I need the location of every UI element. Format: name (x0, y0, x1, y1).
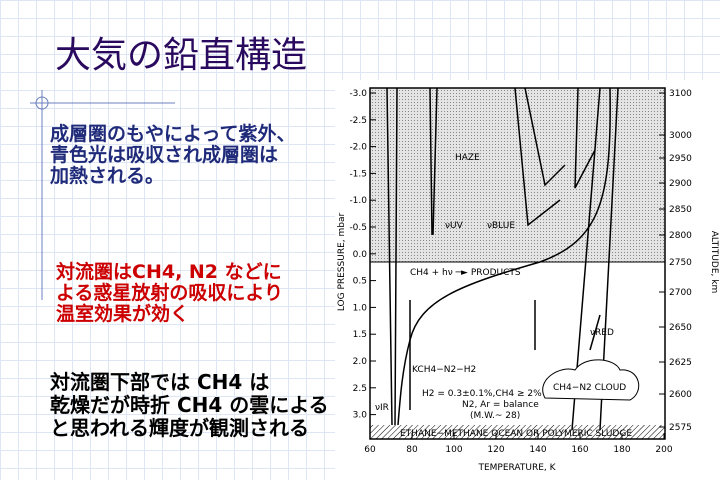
text-line: 成層圏のもやによって紫外、 (50, 123, 296, 145)
figure-label: νBLUE (487, 221, 515, 231)
y2-tick-label: 2750 (669, 258, 692, 268)
paragraph: 対流圏はCH4, N2 などに よる惑星放射の吸収により 温室効果が効く (56, 262, 283, 325)
y-tick-label: -1.0 (349, 196, 367, 206)
decor-circle (35, 96, 49, 110)
figure-label: CH4 + hν ─► PRODUCTS (410, 268, 521, 278)
figure-label: H2 = 0.3±0.1%,CH4 ≥ 2% (422, 389, 542, 399)
y2-tick-label: 2700 (669, 288, 692, 298)
x-axis-label: TEMPERATURE, K (477, 463, 556, 473)
y2-tick-label: 3000 (669, 131, 692, 141)
y-tick-label: 2.5 (353, 384, 367, 394)
figure-label: νUV (445, 221, 464, 231)
figure-label: HAZE (455, 153, 480, 163)
x-tick-label: 160 (571, 445, 588, 455)
y2-axis-label: ALTITUDE, km (709, 231, 719, 294)
text-line: 乾燥だが時折 CH4 の雲による (50, 393, 329, 417)
figure-label: CH4−N2 CLOUD (553, 383, 626, 393)
ocean-band (370, 425, 665, 439)
x-tick-label: 100 (445, 445, 462, 455)
y-tick-label: -3.0 (349, 89, 367, 99)
y-tick-label: 1.0 (353, 303, 368, 313)
y2-tick-label: 2625 (669, 358, 692, 368)
y-tick-label: -2.5 (349, 116, 367, 126)
x-tick-label: 60 (364, 445, 376, 455)
text-line: 加熱される。 (50, 165, 165, 187)
y-axis-label: LOG PRESSURE, mbar (337, 213, 347, 312)
figure-label: (M.W.~ 28) (470, 411, 520, 421)
y-tick-label: 2.0 (353, 357, 368, 367)
y2-tick-label: 2650 (669, 323, 692, 333)
text-line: よる惑星放射の吸収により (56, 282, 284, 304)
figure-label: νRED (590, 328, 614, 338)
x-tick-label: 80 (406, 445, 418, 455)
text-line: 青色光は吸収され成層圏は (50, 144, 279, 166)
temperature-curve (397, 87, 611, 426)
x-tick-label: 200 (655, 445, 672, 455)
x-tick-label: 120 (487, 445, 504, 455)
figure-label: N2, Ar = balance (462, 400, 539, 410)
paragraph: 成層圏のもやによって紫外、 青色光は吸収され成層圏は 加熱される。 (50, 124, 295, 187)
cloud (542, 359, 640, 401)
y-tick-label: -0.5 (349, 223, 367, 233)
y2-tick-label: 2800 (669, 231, 692, 241)
y-tick-label: 3.0 (353, 411, 368, 421)
y2-tick-label: 2900 (669, 179, 692, 189)
y2-tick-label: 3100 (669, 89, 692, 99)
y-tick-label: 0.0 (353, 250, 368, 260)
y-tick-label: 1.5 (353, 330, 367, 340)
text-line: 対流圏下部では CH4 は (50, 370, 270, 394)
paragraph: 対流圏下部では CH4 は乾燥だが時折 CH4 の雲による と思われる輝度が観測さ… (50, 371, 329, 440)
text-line: 対流圏はCH4, N2 などに (56, 261, 282, 283)
figure-label: KCH4−N2−H2 (412, 365, 476, 375)
y2-tick-label: 2850 (669, 205, 692, 215)
text-line: 温室効果が効く (56, 303, 190, 325)
x-tick-label: 140 (529, 445, 546, 455)
plot-frame (369, 87, 666, 440)
figure-label: ETHANE−METHANE OCEAN OR POLYMERIC SLUDGE (400, 429, 632, 439)
x-tick-label: 180 (613, 445, 630, 455)
y-tick-label: -2.0 (349, 143, 367, 153)
y-tick-label: 0.5 (353, 277, 367, 287)
text-line: と思われる輝度が観測される (50, 416, 309, 440)
y-tick-label: -1.5 (349, 169, 367, 179)
y2-tick-label: 2575 (669, 423, 692, 433)
y2-tick-label: 2600 (669, 390, 692, 400)
y2-tick-label: 2950 (669, 154, 692, 164)
figure-label: νIR (375, 403, 389, 413)
title: 大気の鉛直構造 (55, 35, 308, 76)
